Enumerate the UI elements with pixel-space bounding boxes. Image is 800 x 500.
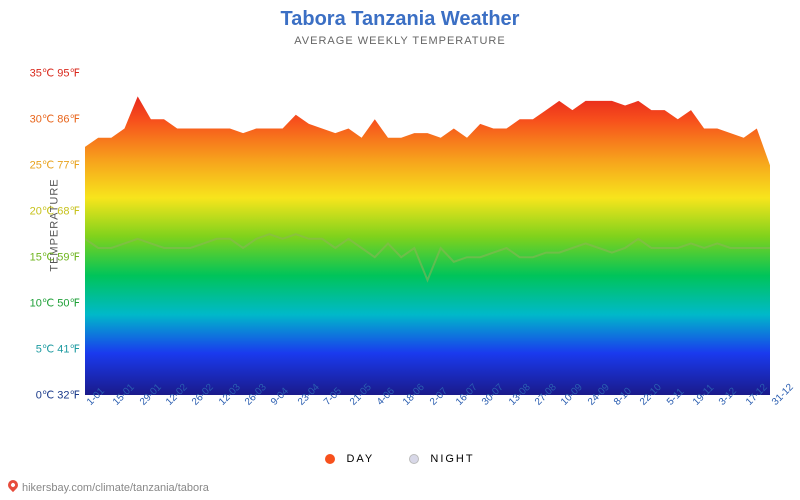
weather-chart: Tabora Tanzania Weather AVERAGE WEEKLY T… xyxy=(0,0,800,500)
pin-icon xyxy=(6,478,20,492)
legend-night: NIGHT xyxy=(409,453,474,465)
chart-subtitle: AVERAGE WEEKLY TEMPERATURE xyxy=(0,35,800,47)
legend-day: DAY xyxy=(325,453,374,465)
y-tick: 25℃ 77℉ xyxy=(30,159,80,172)
attribution: hikersbay.com/climate/tanzania/tabora xyxy=(8,481,209,494)
chart-title: Tabora Tanzania Weather xyxy=(0,0,800,31)
legend-night-dot xyxy=(409,454,419,464)
legend-night-label: NIGHT xyxy=(430,453,474,465)
legend-day-dot xyxy=(325,454,335,464)
y-tick: 30℃ 86℉ xyxy=(30,113,80,126)
y-tick: 0℃ 32℉ xyxy=(36,389,80,402)
y-axis: TEMPERATURE 0℃ 32℉5℃ 41℉10℃ 50℉15℃ 59℉20… xyxy=(0,55,85,395)
y-tick: 10℃ 50℉ xyxy=(30,297,80,310)
legend-day-label: DAY xyxy=(346,453,374,465)
plot-area xyxy=(85,55,770,395)
y-tick: 20℃ 68℉ xyxy=(30,205,80,218)
attribution-text: hikersbay.com/climate/tanzania/tabora xyxy=(22,482,209,494)
y-tick: 15℃ 59℉ xyxy=(30,251,80,264)
legend: DAY NIGHT xyxy=(0,453,800,465)
x-axis: 1-0115-0129-0112-0226-0212-0326-039-0423… xyxy=(85,395,770,455)
x-tick: 31-12 xyxy=(770,382,796,408)
y-tick: 5℃ 41℉ xyxy=(36,343,80,356)
y-tick: 35℃ 95℉ xyxy=(30,67,80,80)
area-chart-svg xyxy=(85,55,770,395)
